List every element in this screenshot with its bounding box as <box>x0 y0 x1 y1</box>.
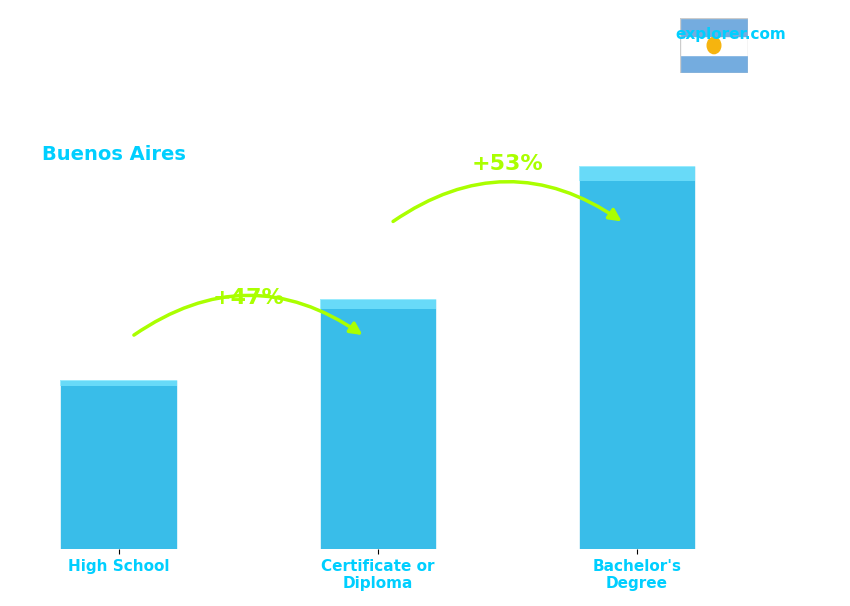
Bar <box>680 55 748 73</box>
Text: 14,300 ARS: 14,300 ARS <box>41 355 139 370</box>
Text: 21,100 ARS: 21,100 ARS <box>300 275 399 290</box>
Circle shape <box>707 38 721 54</box>
Bar <box>680 36 748 55</box>
Bar <box>579 165 695 181</box>
Text: 32,400 ARS: 32,400 ARS <box>624 141 722 156</box>
Bar <box>320 299 436 549</box>
Bar <box>60 380 177 549</box>
Text: +53%: +53% <box>472 154 543 174</box>
Text: Average Monthly Salary: Average Monthly Salary <box>811 267 821 400</box>
Text: Senior Living Social Worker: Senior Living Social Worker <box>42 103 309 122</box>
Bar <box>60 380 177 387</box>
Bar <box>680 18 748 36</box>
Bar <box>579 165 695 549</box>
Text: salary: salary <box>612 27 665 42</box>
Text: Buenos Aires: Buenos Aires <box>42 145 186 164</box>
Text: +47%: +47% <box>212 288 284 308</box>
Text: explorer.com: explorer.com <box>676 27 786 42</box>
Text: Salary Comparison By Education: Salary Comparison By Education <box>42 42 551 70</box>
Bar <box>320 299 436 309</box>
